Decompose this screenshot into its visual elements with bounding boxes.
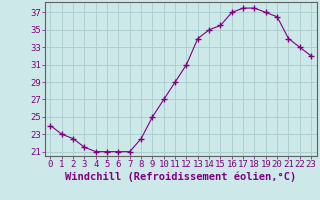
X-axis label: Windchill (Refroidissement éolien,°C): Windchill (Refroidissement éolien,°C) [65, 172, 296, 182]
